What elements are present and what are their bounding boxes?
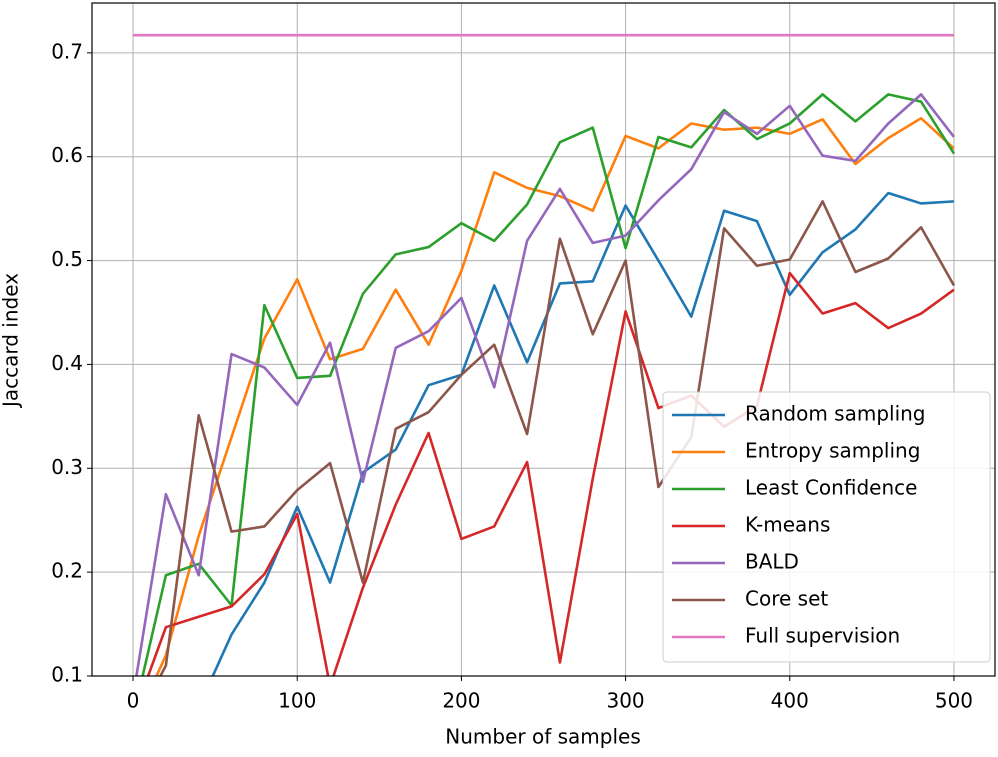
legend-label: Least Confidence (745, 476, 917, 500)
series-line (146, 271, 955, 676)
series-line (158, 200, 956, 676)
y-tick-label: 0.7 (51, 39, 83, 63)
plot-lines (133, 33, 956, 676)
series-line (211, 191, 955, 676)
y-tick-label: 0.5 (51, 247, 83, 271)
y-tick-label: 0.2 (51, 559, 83, 583)
legend-label: Entropy sampling (745, 439, 920, 463)
x-tick-label: 500 (935, 689, 973, 713)
y-axis-label: Jaccard index (0, 273, 23, 409)
legend-box (662, 391, 991, 663)
plot-frame (91, 2, 996, 677)
x-tick-label: 400 (771, 689, 809, 713)
x-tick-label: 0 (127, 689, 140, 713)
series-line (155, 116, 955, 676)
legend-label: K-means (745, 513, 830, 537)
y-tick-label: 0.4 (51, 351, 83, 375)
legend-label: BALD (745, 550, 799, 574)
x-tick-label: 200 (442, 689, 480, 713)
y-tick-label: 0.1 (51, 663, 83, 687)
legend: Random sampling Entropy sampling Least Con… (662, 391, 991, 663)
legend-label: Full supervision (745, 624, 900, 648)
legend-label: Core set (745, 587, 828, 611)
series-line (141, 93, 956, 676)
x-axis-label: Number of samples (445, 725, 640, 749)
y-tick-label: 0.3 (51, 455, 83, 479)
x-tick-label: 300 (606, 689, 644, 713)
x-tick-label: 100 (278, 689, 316, 713)
series-line (135, 93, 955, 676)
y-tick-label: 0.6 (51, 143, 83, 167)
legend-label: Random sampling (745, 402, 926, 426)
